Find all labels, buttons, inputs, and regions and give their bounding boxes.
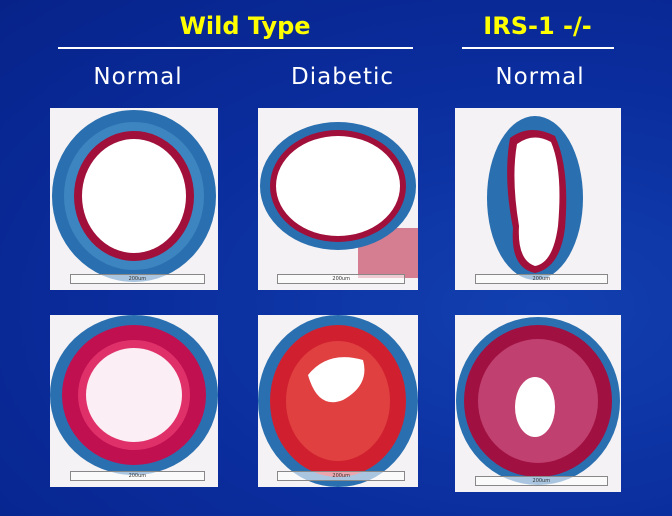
scale-bar: 200um <box>70 471 205 481</box>
scale-bar: 200um <box>277 471 406 481</box>
column-label-wt-normal: Normal <box>93 64 183 90</box>
scale-bar: 200um <box>277 274 406 284</box>
histology-image-wt-diabetic-1: 200um <box>258 108 418 290</box>
wild-type-underline <box>58 47 413 49</box>
scale-bar: 200um <box>474 274 608 284</box>
scale-bar: 200um <box>70 274 205 284</box>
irs1-underline <box>462 47 614 49</box>
wild-type-heading: Wild Type <box>179 12 311 40</box>
column-label-wt-diabetic: Diabetic <box>291 64 394 90</box>
histology-image-wt-normal-1: 200um <box>50 108 218 290</box>
column-label-irs1-normal: Normal <box>495 64 585 90</box>
histology-image-irs1-normal-2: 200um <box>455 315 621 492</box>
histology-image-wt-normal-2: 200um <box>50 315 218 487</box>
histology-image-wt-diabetic-2: 200um <box>258 315 418 487</box>
irs1-heading: IRS-1 -/- <box>483 12 592 40</box>
histology-image-irs1-normal-1: 200um <box>455 108 621 290</box>
scale-bar: 200um <box>474 476 608 486</box>
